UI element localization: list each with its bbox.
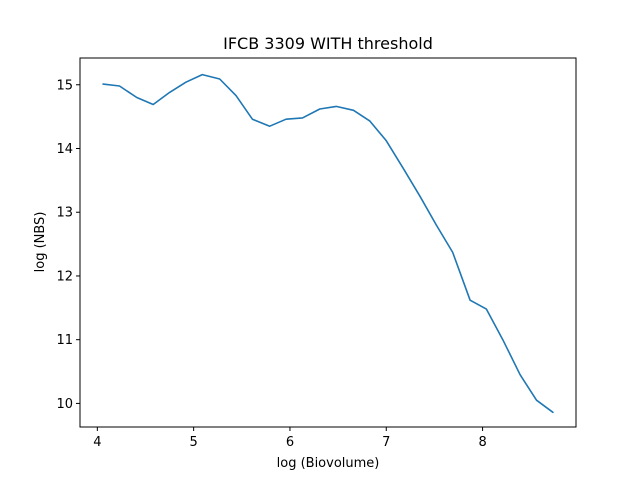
y-tick-label: 14 (56, 142, 73, 157)
x-tick-label: 7 (382, 435, 390, 450)
y-tick-label: 11 (56, 333, 73, 348)
plot-area-frame (79, 57, 577, 428)
chart-title: IFCB 3309 WITH threshold (223, 34, 433, 53)
y-axis-label: log (NBS) (33, 212, 48, 273)
x-tick-label: 6 (286, 435, 294, 450)
y-tick-label: 15 (56, 78, 73, 93)
x-axis-label: log (Biovolume) (277, 456, 380, 471)
y-tick-label: 13 (56, 206, 73, 221)
x-tick-label: 5 (190, 435, 198, 450)
x-tick-label: 8 (478, 435, 486, 450)
y-tick-label: 12 (56, 269, 73, 284)
series-line (102, 73, 554, 414)
y-tick-label: 10 (56, 397, 73, 412)
x-axis: 4 5 6 7 8 (93, 427, 487, 450)
x-tick-label: 4 (93, 435, 101, 450)
y-axis: 10 11 12 13 14 15 (56, 78, 80, 412)
